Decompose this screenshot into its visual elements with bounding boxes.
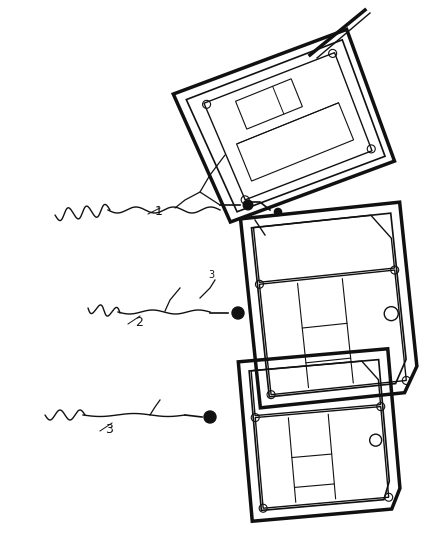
Circle shape bbox=[274, 208, 282, 216]
Circle shape bbox=[243, 200, 253, 210]
Circle shape bbox=[204, 411, 216, 423]
Text: 1: 1 bbox=[155, 205, 163, 218]
Text: 3: 3 bbox=[208, 270, 214, 280]
Text: 2: 2 bbox=[135, 316, 143, 329]
Text: 3: 3 bbox=[105, 423, 113, 436]
Circle shape bbox=[232, 307, 244, 319]
